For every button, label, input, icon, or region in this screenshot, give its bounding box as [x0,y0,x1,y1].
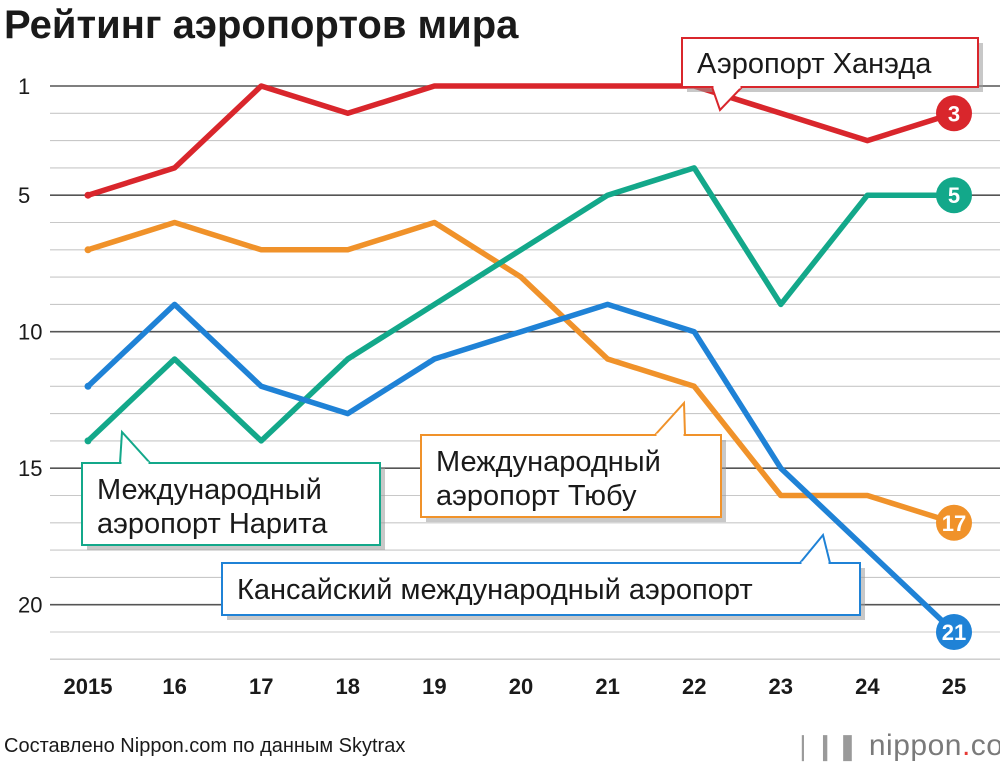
x-tick-label: 17 [249,674,273,699]
end-label: 5 [936,177,972,214]
callout-box [681,37,979,88]
y-tick-label: 5 [18,183,30,208]
series-point [84,246,92,254]
end-label-text: 5 [948,183,960,208]
callout-text: Международный [97,474,322,506]
callout-text: Аэропорт Ханэда [697,48,932,80]
logo-marks-icon: ❘❙❚ [792,730,859,761]
x-tick-label: 23 [769,674,793,699]
end-label: 21 [936,614,972,650]
y-tick-label: 15 [18,456,42,481]
end-label: 17 [936,504,972,541]
source-note: Составлено Nippon.com по данным Skytrax [4,735,406,757]
callout-text: Международный [436,446,661,478]
end-label-circle [936,95,972,132]
end-label-text: 17 [942,511,966,536]
series-line [85,301,957,635]
end-label-text: 21 [942,620,966,645]
x-tick-label: 16 [162,674,186,699]
x-axis-ticks: 2015 16 17 18 19 20 21 22 23 24 25 [64,674,967,699]
series-point [84,437,92,445]
callout-text: Кансайский международный аэропорт [237,574,753,606]
nippon-logo[interactable]: ❘❙❚ nippon.com [792,729,1000,763]
x-tick-label: 21 [595,674,619,699]
y-tick-label: 1 [18,74,30,99]
y-tick-label: 10 [18,320,42,345]
chart-title: Рейтинг аэропортов мира [4,3,519,47]
callout-pointer [797,532,832,564]
series-line [85,83,957,198]
x-tick-label: 24 [855,674,880,699]
callout-pointer [652,400,687,436]
logo-text-main: nippon [868,729,962,762]
end-label-text: 3 [948,101,960,126]
end-labels: 3 17 5 21 [936,95,972,650]
series-line [85,165,957,444]
series-point [84,382,92,390]
series-lines [84,83,957,635]
callout-text: аэропорт Тюбу [436,480,637,512]
end-label-circle [936,504,972,541]
x-tick-label: 20 [509,674,533,699]
x-tick-label: 2015 [64,674,113,699]
end-label: 3 [936,95,972,132]
end-label-circle [936,177,972,214]
logo-text-tld: com [970,729,1000,762]
callout-box [81,462,381,546]
callout-text: аэропорт Нарита [97,508,328,540]
x-tick-label: 25 [942,674,966,699]
end-label-circle [936,614,972,650]
x-tick-label: 18 [336,674,360,699]
callout: Кансайский международный аэропорт [221,532,865,620]
callout-box [420,434,722,518]
x-tick-label: 19 [422,674,446,699]
y-tick-label: 20 [18,593,42,618]
callout-pointer [118,429,153,464]
callout: Аэропорт Ханэда [681,37,983,112]
logo-text-dot: . [961,729,971,762]
series-point [84,191,92,199]
callout-box [221,562,861,616]
x-tick-label: 22 [682,674,706,699]
